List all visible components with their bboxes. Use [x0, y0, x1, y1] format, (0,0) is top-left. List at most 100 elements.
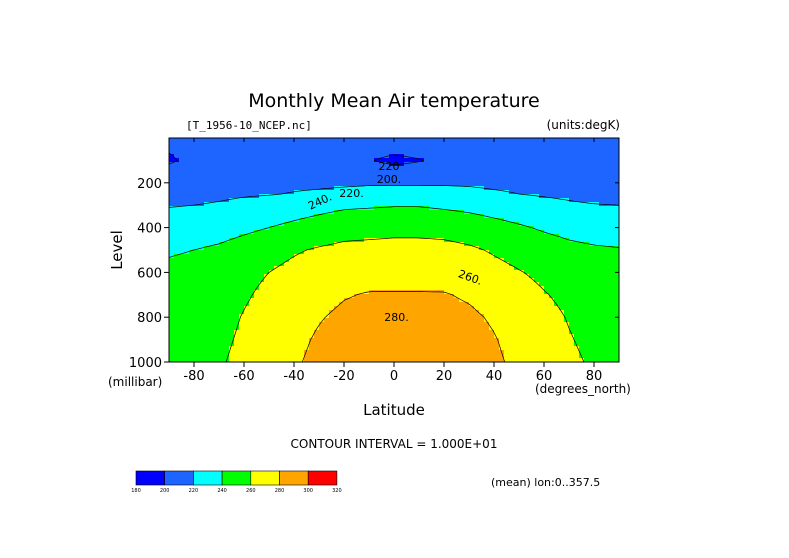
- temperature-cell: [449, 230, 455, 235]
- temperature-cell: [374, 210, 380, 215]
- temperature-cell: [309, 222, 315, 227]
- temperature-cell: [254, 266, 260, 271]
- temperature-cell: [319, 334, 325, 339]
- temperature-cell: [324, 250, 330, 255]
- temperature-cell: [194, 330, 200, 335]
- temperature-cell: [289, 326, 295, 331]
- temperature-cell: [239, 198, 245, 203]
- temperature-cell: [504, 138, 510, 143]
- temperature-cell: [169, 146, 175, 151]
- temperature-cell: [239, 346, 245, 351]
- temperature-cell: [439, 194, 445, 199]
- temperature-cell: [299, 282, 305, 287]
- temperature-cell: [354, 318, 360, 323]
- temperature-cell: [334, 322, 340, 327]
- temperature-cell: [589, 138, 595, 143]
- temperature-cell: [499, 282, 505, 287]
- temperature-cell: [459, 350, 465, 355]
- temperature-cell: [304, 322, 310, 327]
- temperature-cell: [174, 154, 180, 159]
- temperature-cell: [239, 178, 245, 183]
- temperature-cell: [539, 158, 545, 163]
- temperature-cell: [584, 218, 590, 223]
- temperature-cell: [394, 278, 400, 283]
- temperature-cell: [384, 166, 390, 171]
- temperature-cell: [609, 210, 615, 215]
- temperature-cell: [294, 318, 300, 323]
- temperature-cell: [474, 262, 480, 267]
- temperature-cell: [429, 222, 435, 227]
- temperature-cell: [454, 354, 460, 359]
- temperature-cell: [489, 302, 495, 307]
- temperature-cell: [409, 342, 415, 347]
- temperature-cell: [559, 342, 565, 347]
- temperature-cell: [264, 230, 270, 235]
- temperature-cell: [169, 186, 175, 191]
- temperature-cell: [549, 206, 555, 211]
- temperature-cell: [464, 254, 470, 259]
- temperature-cell: [539, 282, 545, 287]
- temperature-cell: [289, 158, 295, 163]
- temperature-cell: [309, 238, 315, 243]
- temperature-cell: [209, 350, 215, 355]
- temperature-cell: [594, 138, 600, 143]
- temperature-cell: [414, 146, 420, 151]
- temperature-cell: [489, 286, 495, 291]
- temperature-cell: [454, 282, 460, 287]
- temperature-cell: [174, 234, 180, 239]
- temperature-cell: [569, 222, 575, 227]
- temperature-cell: [234, 298, 240, 303]
- temperature-cell: [469, 282, 475, 287]
- temperature-cell: [469, 302, 475, 307]
- temperature-cell: [189, 242, 195, 247]
- temperature-cell: [609, 290, 615, 295]
- temperature-cell: [344, 210, 350, 215]
- temperature-cell: [269, 190, 275, 195]
- temperature-cell: [314, 350, 320, 355]
- temperature-cell: [449, 302, 455, 307]
- temperature-cell: [604, 222, 610, 227]
- temperature-cell: [229, 354, 235, 359]
- temperature-cell: [209, 334, 215, 339]
- temperature-cell: [479, 274, 485, 279]
- temperature-cell: [294, 226, 300, 231]
- temperature-cell: [349, 286, 355, 291]
- temperature-cell: [584, 298, 590, 303]
- temperature-cell: [524, 162, 530, 167]
- temperature-cell: [244, 186, 250, 191]
- temperature-cell: [604, 206, 610, 211]
- temperature-cell: [494, 338, 500, 343]
- temperature-cell: [389, 310, 395, 315]
- temperature-cell: [589, 314, 595, 319]
- temperature-cell: [614, 346, 619, 351]
- temperature-cell: [584, 302, 590, 307]
- temperature-cell: [184, 282, 190, 287]
- temperature-cell: [469, 170, 475, 175]
- temperature-cell: [269, 278, 275, 283]
- temperature-cell: [589, 182, 595, 187]
- temperature-cell: [334, 234, 340, 239]
- temperature-cell: [179, 358, 185, 362]
- temperature-cell: [184, 346, 190, 351]
- temperature-cell: [424, 198, 430, 203]
- temperature-cell: [609, 342, 615, 347]
- temperature-cell: [384, 334, 390, 339]
- temperature-cell: [554, 314, 560, 319]
- temperature-cell: [569, 314, 575, 319]
- temperature-cell: [199, 210, 205, 215]
- temperature-cell: [374, 214, 380, 219]
- temperature-cell: [339, 142, 345, 147]
- temperature-cell: [219, 190, 225, 195]
- temperature-cell: [344, 178, 350, 183]
- temperature-cell: [479, 158, 485, 163]
- temperature-cell: [324, 330, 330, 335]
- temperature-cell: [574, 282, 580, 287]
- temperature-cell: [354, 182, 360, 187]
- temperature-cell: [334, 266, 340, 271]
- temperature-cell: [509, 246, 515, 251]
- temperature-cell: [459, 146, 465, 151]
- temperature-cell: [414, 150, 420, 155]
- temperature-cell: [344, 142, 350, 147]
- temperature-cell: [549, 198, 555, 203]
